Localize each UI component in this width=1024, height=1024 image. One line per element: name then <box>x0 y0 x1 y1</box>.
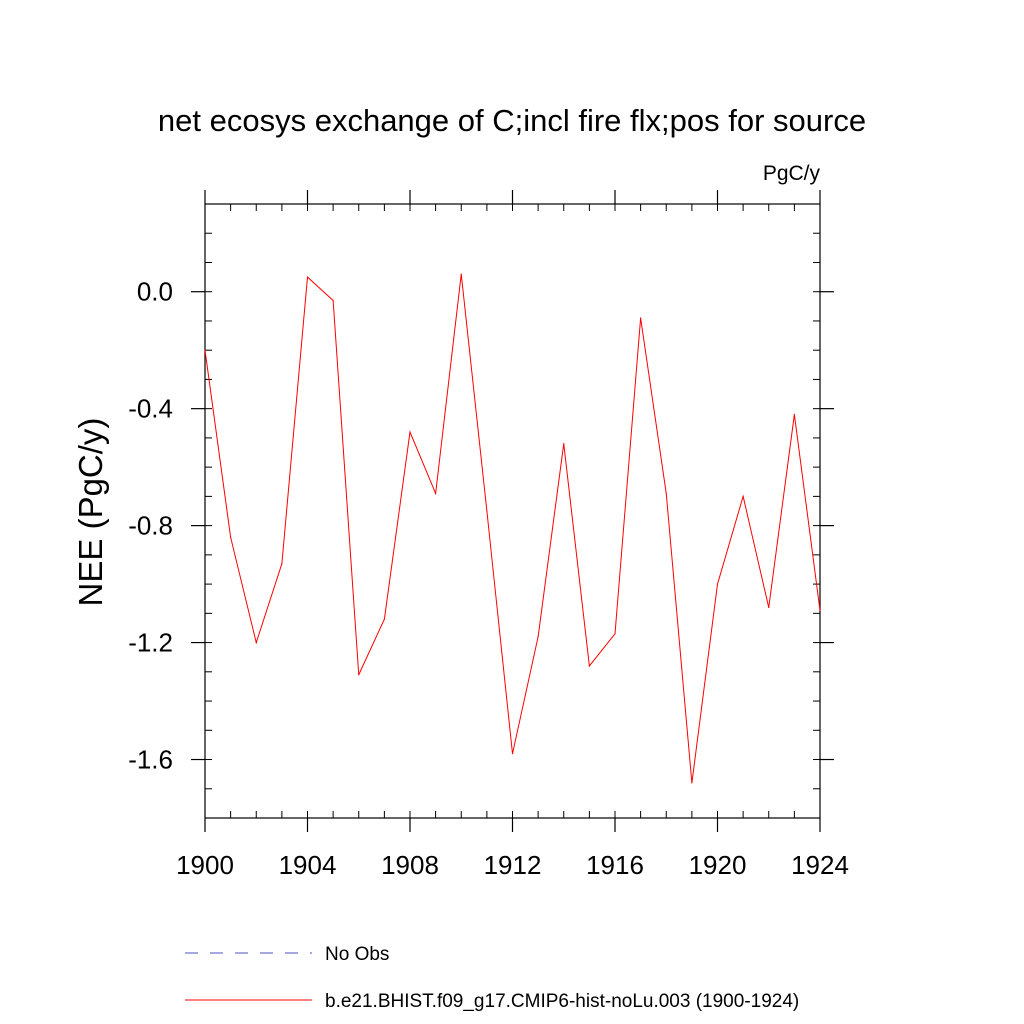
y-tick-label: -1.6 <box>128 745 173 775</box>
data-point <box>614 633 616 635</box>
data-point <box>537 636 539 638</box>
x-tick-label: 1924 <box>791 850 849 880</box>
data-point <box>383 618 385 620</box>
x-tick-label: 1908 <box>381 850 439 880</box>
data-point <box>255 641 257 644</box>
legend: No Obs b.e21.BHIST.f09_g17.CMIP6-hist-no… <box>185 944 799 1012</box>
data-point <box>665 492 667 495</box>
data-point <box>281 563 283 565</box>
legend-label-no-obs: No Obs <box>325 944 389 965</box>
series-layer <box>204 273 821 784</box>
chart-units-label: PgC/y <box>763 162 821 185</box>
y-minor-ticks <box>205 203 820 819</box>
data-point <box>588 665 590 667</box>
y-tick-label: -1.2 <box>128 628 173 658</box>
data-point <box>306 276 309 278</box>
data-point <box>819 609 821 612</box>
data-point <box>563 443 565 445</box>
data-point <box>409 431 411 433</box>
x-tick-label: 1912 <box>484 850 542 880</box>
legend-label-model-run: b.e21.BHIST.f09_g17.CMIP6-hist-noLu.003 … <box>325 991 799 1012</box>
data-point <box>716 583 719 585</box>
data-point <box>435 492 437 495</box>
data-point <box>793 413 795 416</box>
y-tick-label: 0.0 <box>137 277 173 307</box>
x-major-ticks: 1900 1904 1908 1912 1916 1920 1924 <box>176 190 849 880</box>
data-point <box>511 753 514 755</box>
data-point <box>768 606 770 609</box>
x-minor-ticks <box>204 204 821 818</box>
x-tick-label: 1920 <box>689 850 747 880</box>
data-point <box>204 349 206 351</box>
y-tick-label: -0.8 <box>128 511 173 541</box>
data-point <box>230 536 232 538</box>
x-tick-label: 1900 <box>176 850 234 880</box>
y-tick-label: -0.4 <box>128 394 173 424</box>
data-point <box>358 674 360 676</box>
data-point <box>691 782 693 784</box>
data-point <box>332 299 334 302</box>
x-tick-label: 1916 <box>586 850 644 880</box>
x-tick-label: 1904 <box>279 850 337 880</box>
data-point <box>640 317 642 319</box>
data-point <box>460 273 462 275</box>
data-point <box>742 495 744 497</box>
y-axis-title: NEE (PgC/y) <box>72 418 109 607</box>
chart-title: net ecosys exchange of C;incl fire flx;p… <box>158 103 866 138</box>
data-point <box>486 510 488 512</box>
y-major-ticks: 0.0 -0.4 -0.8 -1.2 -1.6 <box>128 277 834 775</box>
